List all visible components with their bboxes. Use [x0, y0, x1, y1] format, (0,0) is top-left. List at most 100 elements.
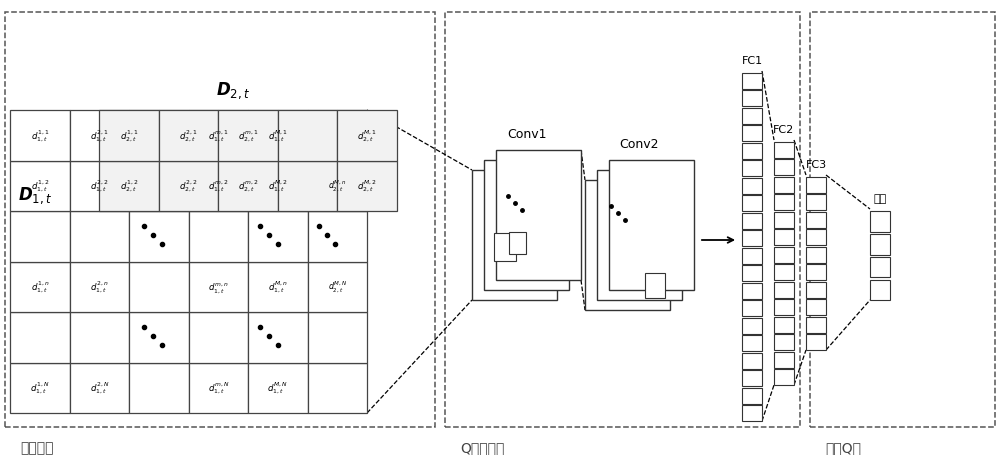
Bar	[308, 111, 367, 161]
Bar	[99, 161, 159, 212]
Bar	[308, 363, 367, 413]
Text: $d_{1,t}^{m,1}$: $d_{1,t}^{m,1}$	[208, 128, 228, 144]
Bar	[337, 111, 397, 161]
Text: $d_{1,t}^{1,N}$: $d_{1,t}^{1,N}$	[30, 380, 49, 395]
Text: $d_{2,t}^{1,2}$: $d_{2,t}^{1,2}$	[120, 179, 138, 194]
Bar	[806, 334, 826, 350]
Bar	[742, 143, 762, 159]
Bar	[806, 230, 826, 245]
Bar	[188, 363, 248, 413]
Bar	[870, 257, 890, 278]
Bar	[774, 247, 794, 263]
Bar	[609, 161, 694, 290]
Bar	[445, 13, 800, 427]
Text: $d_{1,t}^{M,2}$: $d_{1,t}^{M,2}$	[268, 179, 288, 194]
Bar	[188, 312, 248, 363]
Bar	[188, 262, 248, 312]
Bar	[774, 265, 794, 280]
Bar	[129, 312, 188, 363]
Text: $d_{1,t}^{2,n}$: $d_{1,t}^{2,n}$	[90, 279, 108, 295]
Bar	[742, 388, 762, 404]
Bar	[742, 335, 762, 351]
Bar	[484, 161, 569, 290]
Bar	[742, 370, 762, 386]
Text: 输出: 输出	[873, 193, 887, 203]
Bar	[742, 266, 762, 281]
Bar	[472, 171, 557, 300]
Text: 输入状态: 输入状态	[20, 440, 54, 454]
Bar	[742, 301, 762, 316]
Bar	[308, 312, 367, 363]
Bar	[70, 161, 129, 212]
Bar	[742, 126, 762, 142]
Bar	[774, 142, 794, 158]
Bar	[248, 262, 308, 312]
Bar	[742, 353, 762, 369]
Bar	[774, 230, 794, 245]
Text: $d_{2,t}^{M,n}$: $d_{2,t}^{M,n}$	[328, 179, 346, 194]
Bar	[742, 196, 762, 212]
Bar	[774, 299, 794, 315]
Text: $d_{1,t}^{m,n}$: $d_{1,t}^{m,n}$	[208, 280, 229, 294]
Bar	[337, 161, 397, 212]
Bar	[70, 312, 129, 363]
Bar	[774, 334, 794, 350]
Bar	[5, 13, 435, 427]
Text: Q网络结构: Q网络结构	[460, 440, 504, 454]
Bar	[742, 108, 762, 124]
Bar	[742, 231, 762, 247]
Bar	[70, 262, 129, 312]
Bar	[10, 363, 70, 413]
Bar	[129, 262, 188, 312]
Text: $d_{2,t}^{M,2}$: $d_{2,t}^{M,2}$	[357, 179, 377, 194]
Text: $d_{1,t}^{2,1}$: $d_{1,t}^{2,1}$	[90, 128, 108, 144]
Text: $d_{1,t}^{M,1}$: $d_{1,t}^{M,1}$	[268, 128, 288, 144]
Bar	[806, 317, 826, 333]
Bar	[70, 363, 129, 413]
Bar	[10, 312, 70, 363]
Text: 输出Q值: 输出Q值	[825, 440, 861, 454]
Bar	[496, 151, 581, 280]
Bar	[10, 262, 70, 312]
Text: $d_{1,t}^{M,n}$: $d_{1,t}^{M,n}$	[268, 279, 288, 295]
Bar	[774, 282, 794, 298]
Bar	[806, 265, 826, 280]
Bar	[774, 160, 794, 176]
Bar	[308, 212, 367, 262]
Text: $d_{2,t}^{1,1}$: $d_{2,t}^{1,1}$	[120, 128, 138, 144]
Bar	[308, 161, 367, 212]
Bar	[870, 212, 890, 232]
Bar	[742, 248, 762, 264]
Text: $d_{2,t}^{m,1}$: $d_{2,t}^{m,1}$	[238, 128, 258, 144]
Bar	[129, 363, 188, 413]
Bar	[774, 195, 794, 211]
Bar	[308, 262, 367, 312]
Bar	[597, 171, 682, 300]
Text: $d_{1,t}^{2,N}$: $d_{1,t}^{2,N}$	[90, 380, 109, 395]
Bar	[742, 405, 762, 421]
Text: $\boldsymbol{D}_{1,t}$: $\boldsymbol{D}_{1,t}$	[18, 185, 52, 206]
Bar	[10, 111, 70, 161]
Text: $d_{2,t}^{M,N}$: $d_{2,t}^{M,N}$	[328, 279, 347, 295]
Text: FC2: FC2	[773, 125, 795, 135]
Bar	[806, 299, 826, 315]
Bar	[188, 161, 248, 212]
Text: $d_{1,t}^{1,n}$: $d_{1,t}^{1,n}$	[31, 279, 49, 295]
Bar	[585, 181, 670, 310]
Bar	[99, 111, 159, 161]
Text: $d_{1,t}^{1,1}$: $d_{1,t}^{1,1}$	[31, 128, 49, 144]
Text: $d_{1,t}^{1,2}$: $d_{1,t}^{1,2}$	[31, 179, 49, 194]
Text: $d_{2,t}^{2,2}$: $d_{2,t}^{2,2}$	[179, 179, 198, 194]
Bar	[774, 177, 794, 193]
Bar	[248, 212, 308, 262]
Bar	[742, 213, 762, 229]
Bar	[248, 363, 308, 413]
Text: Conv2: Conv2	[620, 138, 659, 151]
Text: FC3: FC3	[805, 160, 827, 170]
Bar	[248, 111, 308, 161]
Text: $d_{2,t}^{2,1}$: $d_{2,t}^{2,1}$	[179, 128, 198, 144]
Bar	[645, 273, 665, 298]
Bar	[806, 177, 826, 193]
Bar	[870, 280, 890, 300]
Bar	[810, 13, 995, 427]
